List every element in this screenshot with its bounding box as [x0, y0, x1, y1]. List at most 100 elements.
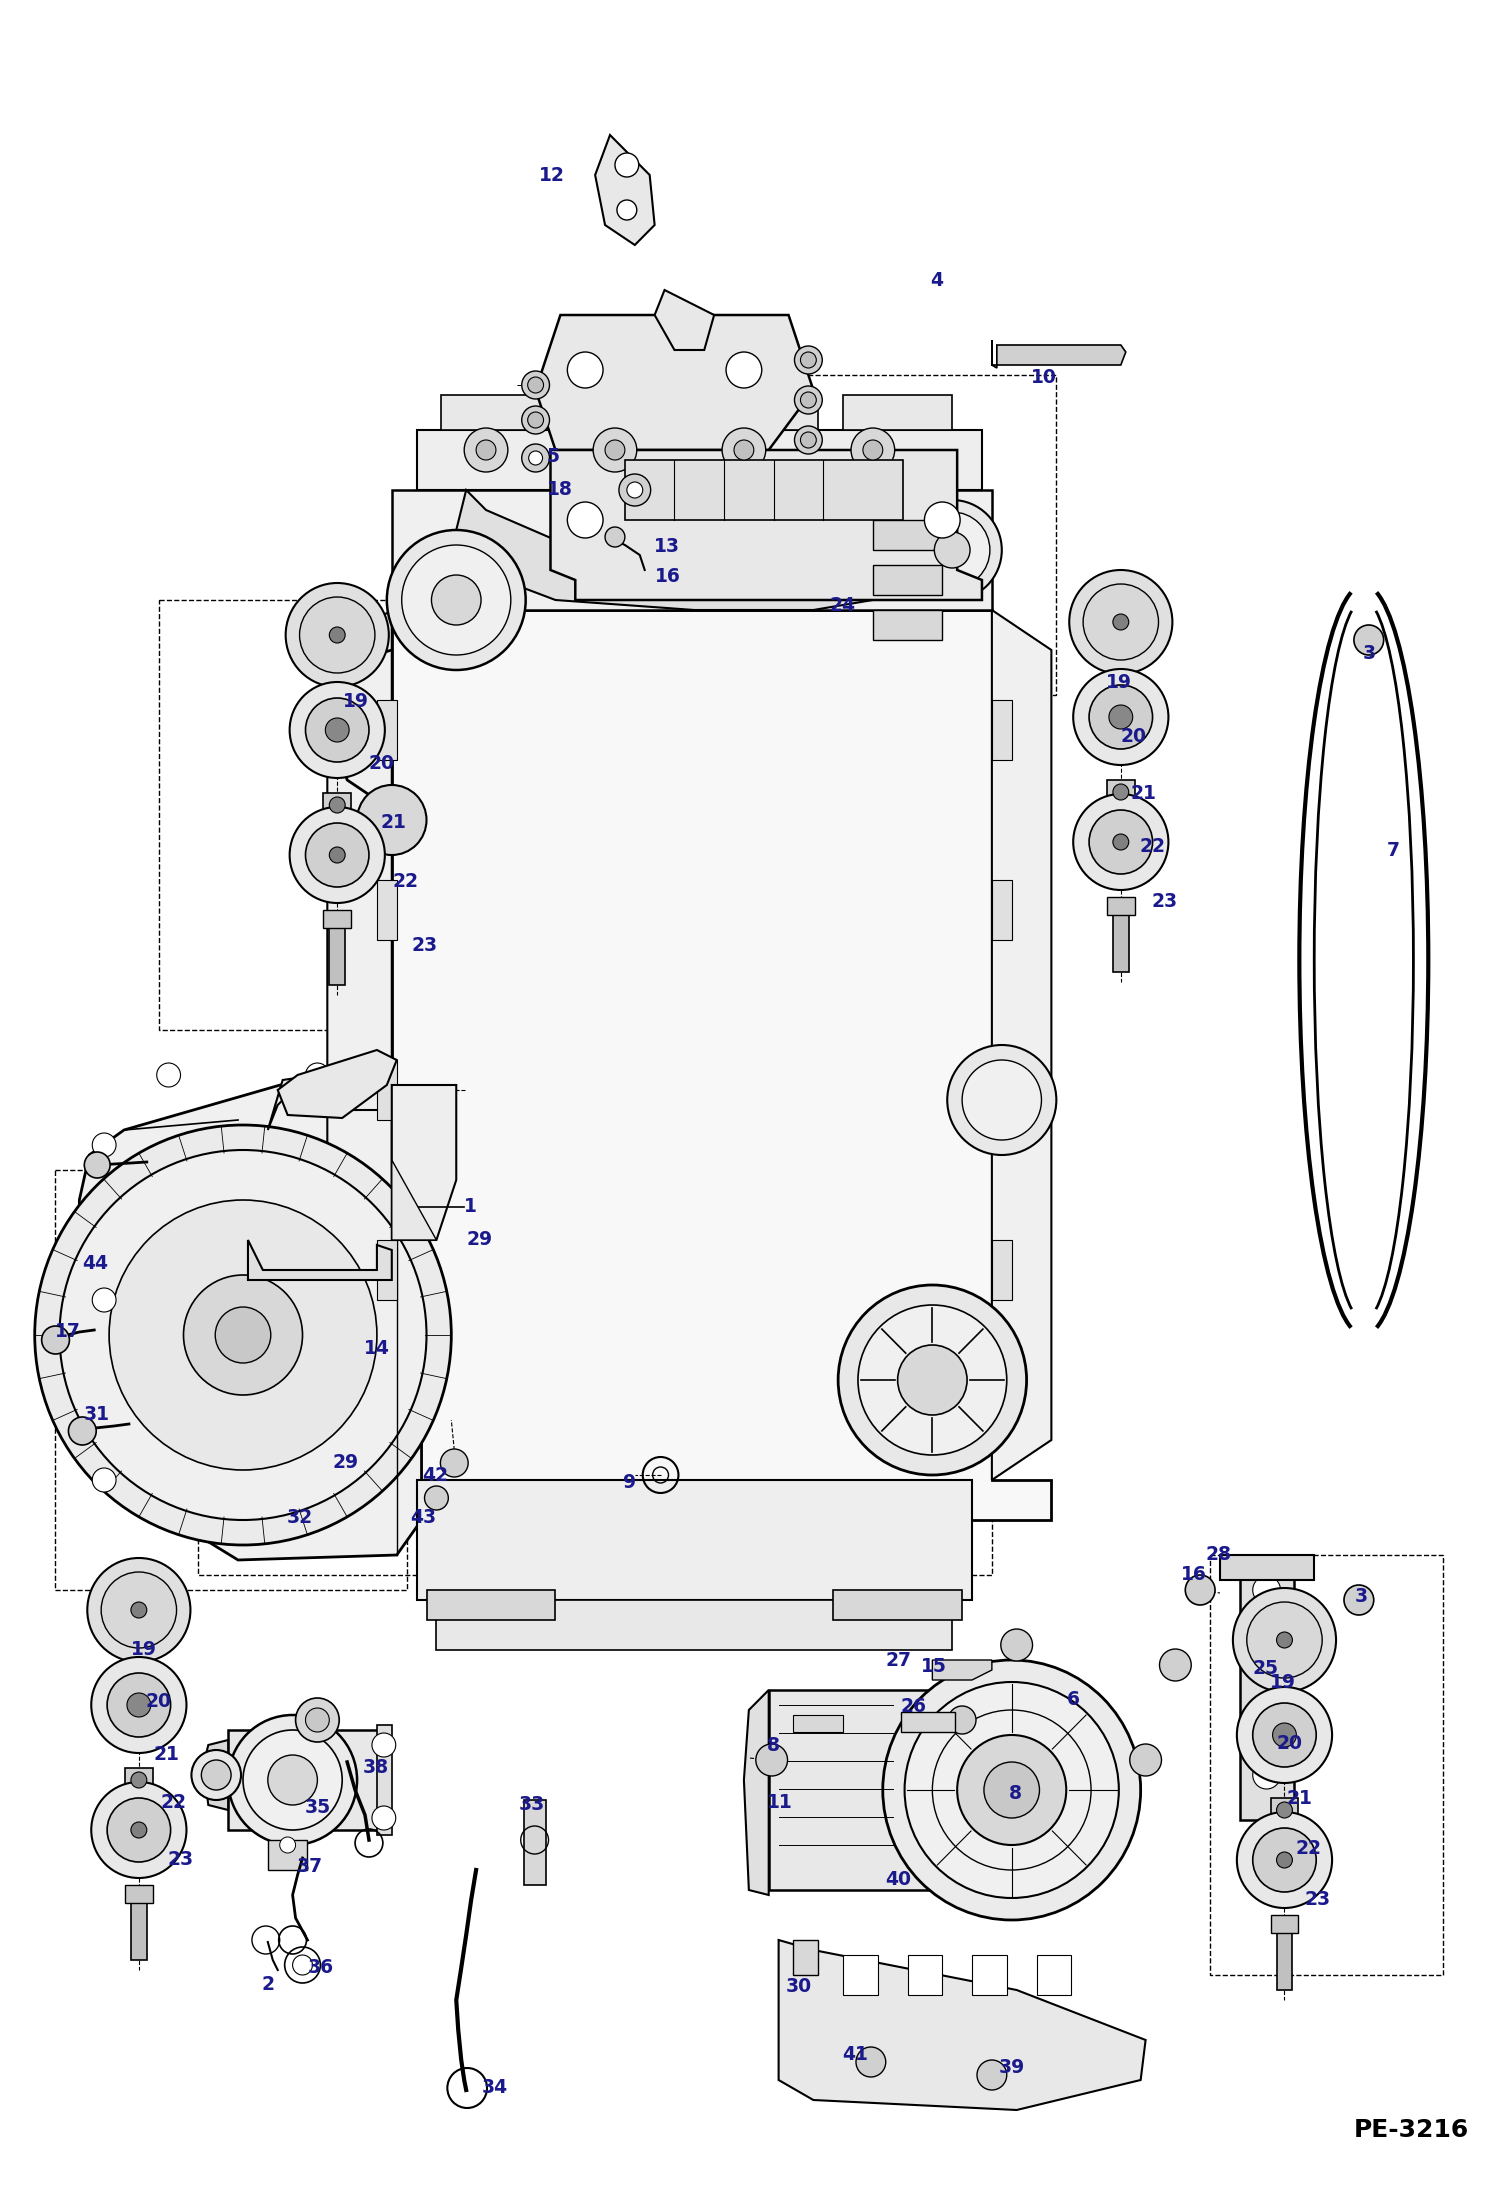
- Circle shape: [800, 432, 816, 447]
- Polygon shape: [328, 610, 392, 1480]
- Circle shape: [1073, 794, 1168, 890]
- Circle shape: [372, 1732, 395, 1757]
- Bar: [625, 461, 903, 520]
- Circle shape: [1001, 1629, 1032, 1660]
- Text: 44: 44: [82, 1254, 108, 1272]
- Circle shape: [306, 697, 369, 761]
- Polygon shape: [79, 1079, 421, 1559]
- Circle shape: [756, 1743, 788, 1776]
- Circle shape: [476, 441, 496, 461]
- Text: 4: 4: [930, 272, 944, 289]
- Circle shape: [521, 443, 550, 471]
- Circle shape: [1354, 625, 1384, 656]
- Bar: [330, 921, 345, 985]
- Circle shape: [286, 583, 389, 686]
- Circle shape: [1273, 1724, 1296, 1748]
- Circle shape: [1237, 1686, 1332, 1783]
- Text: 34: 34: [481, 2079, 508, 2097]
- Circle shape: [977, 2059, 1007, 2090]
- Polygon shape: [268, 1059, 392, 1129]
- Circle shape: [521, 406, 550, 434]
- Bar: [900, 1713, 956, 1732]
- Circle shape: [289, 807, 385, 904]
- Circle shape: [1113, 785, 1129, 800]
- Text: 20: 20: [145, 1693, 172, 1711]
- Circle shape: [1276, 1803, 1293, 1818]
- Bar: [130, 1895, 147, 1961]
- Polygon shape: [416, 430, 983, 489]
- Circle shape: [905, 1682, 1119, 1897]
- Circle shape: [289, 682, 385, 779]
- Circle shape: [800, 353, 816, 368]
- Text: 37: 37: [297, 1857, 324, 1875]
- Circle shape: [957, 1735, 1067, 1844]
- Circle shape: [306, 1064, 330, 1088]
- Circle shape: [948, 1706, 977, 1735]
- Bar: [228, 1730, 386, 1829]
- Circle shape: [306, 1708, 330, 1732]
- Circle shape: [722, 428, 765, 471]
- Circle shape: [984, 1761, 1040, 1818]
- Circle shape: [1089, 809, 1152, 875]
- Polygon shape: [268, 1840, 307, 1871]
- Bar: [54, 1171, 406, 1590]
- Text: 21: 21: [1287, 1789, 1312, 1807]
- Circle shape: [201, 1761, 231, 1789]
- Circle shape: [1109, 704, 1132, 728]
- Circle shape: [616, 154, 638, 178]
- Text: 31: 31: [84, 1406, 109, 1423]
- Text: 32: 32: [286, 1509, 313, 1526]
- Circle shape: [851, 428, 894, 471]
- Circle shape: [1252, 1704, 1317, 1768]
- Text: 2: 2: [262, 1976, 274, 1993]
- Polygon shape: [575, 395, 685, 430]
- Circle shape: [130, 1822, 147, 1838]
- Bar: [124, 1886, 153, 1904]
- Circle shape: [1276, 1853, 1293, 1868]
- Circle shape: [84, 1151, 109, 1178]
- Circle shape: [268, 1754, 318, 1805]
- Bar: [873, 520, 942, 550]
- Circle shape: [593, 428, 637, 471]
- Polygon shape: [377, 1726, 392, 1836]
- Circle shape: [1233, 1588, 1336, 1693]
- Polygon shape: [392, 610, 1052, 1520]
- Text: 33: 33: [518, 1796, 545, 1814]
- Text: 24: 24: [828, 596, 855, 614]
- Polygon shape: [908, 1954, 942, 1996]
- Bar: [1107, 897, 1134, 914]
- Bar: [377, 879, 397, 941]
- Text: 15: 15: [921, 1658, 947, 1675]
- Bar: [1219, 1555, 1314, 1579]
- Polygon shape: [550, 450, 983, 601]
- Circle shape: [1237, 1811, 1332, 1908]
- Polygon shape: [442, 395, 550, 430]
- Polygon shape: [536, 316, 813, 450]
- Text: 3: 3: [1356, 1588, 1368, 1605]
- Polygon shape: [204, 1739, 228, 1809]
- Circle shape: [295, 1697, 339, 1741]
- Bar: [377, 1239, 397, 1300]
- Circle shape: [424, 1487, 448, 1511]
- Circle shape: [157, 1064, 181, 1088]
- Circle shape: [1252, 1577, 1281, 1603]
- Text: 13: 13: [653, 537, 680, 555]
- Text: 22: 22: [1296, 1840, 1321, 1857]
- Circle shape: [605, 526, 625, 546]
- Circle shape: [386, 531, 526, 671]
- Polygon shape: [392, 1160, 436, 1239]
- Text: 22: 22: [1140, 838, 1165, 855]
- Polygon shape: [392, 489, 992, 610]
- Text: 40: 40: [885, 1871, 912, 1888]
- Circle shape: [91, 1658, 186, 1752]
- Circle shape: [280, 1838, 295, 1853]
- Text: 19: 19: [1270, 1673, 1296, 1691]
- Polygon shape: [1037, 1954, 1071, 1996]
- Text: 21: 21: [153, 1746, 178, 1763]
- Circle shape: [1070, 570, 1173, 673]
- Circle shape: [228, 1715, 357, 1844]
- Circle shape: [914, 511, 990, 588]
- Text: 23: 23: [1152, 893, 1177, 910]
- Text: 10: 10: [1031, 368, 1058, 386]
- Text: 16: 16: [655, 568, 682, 586]
